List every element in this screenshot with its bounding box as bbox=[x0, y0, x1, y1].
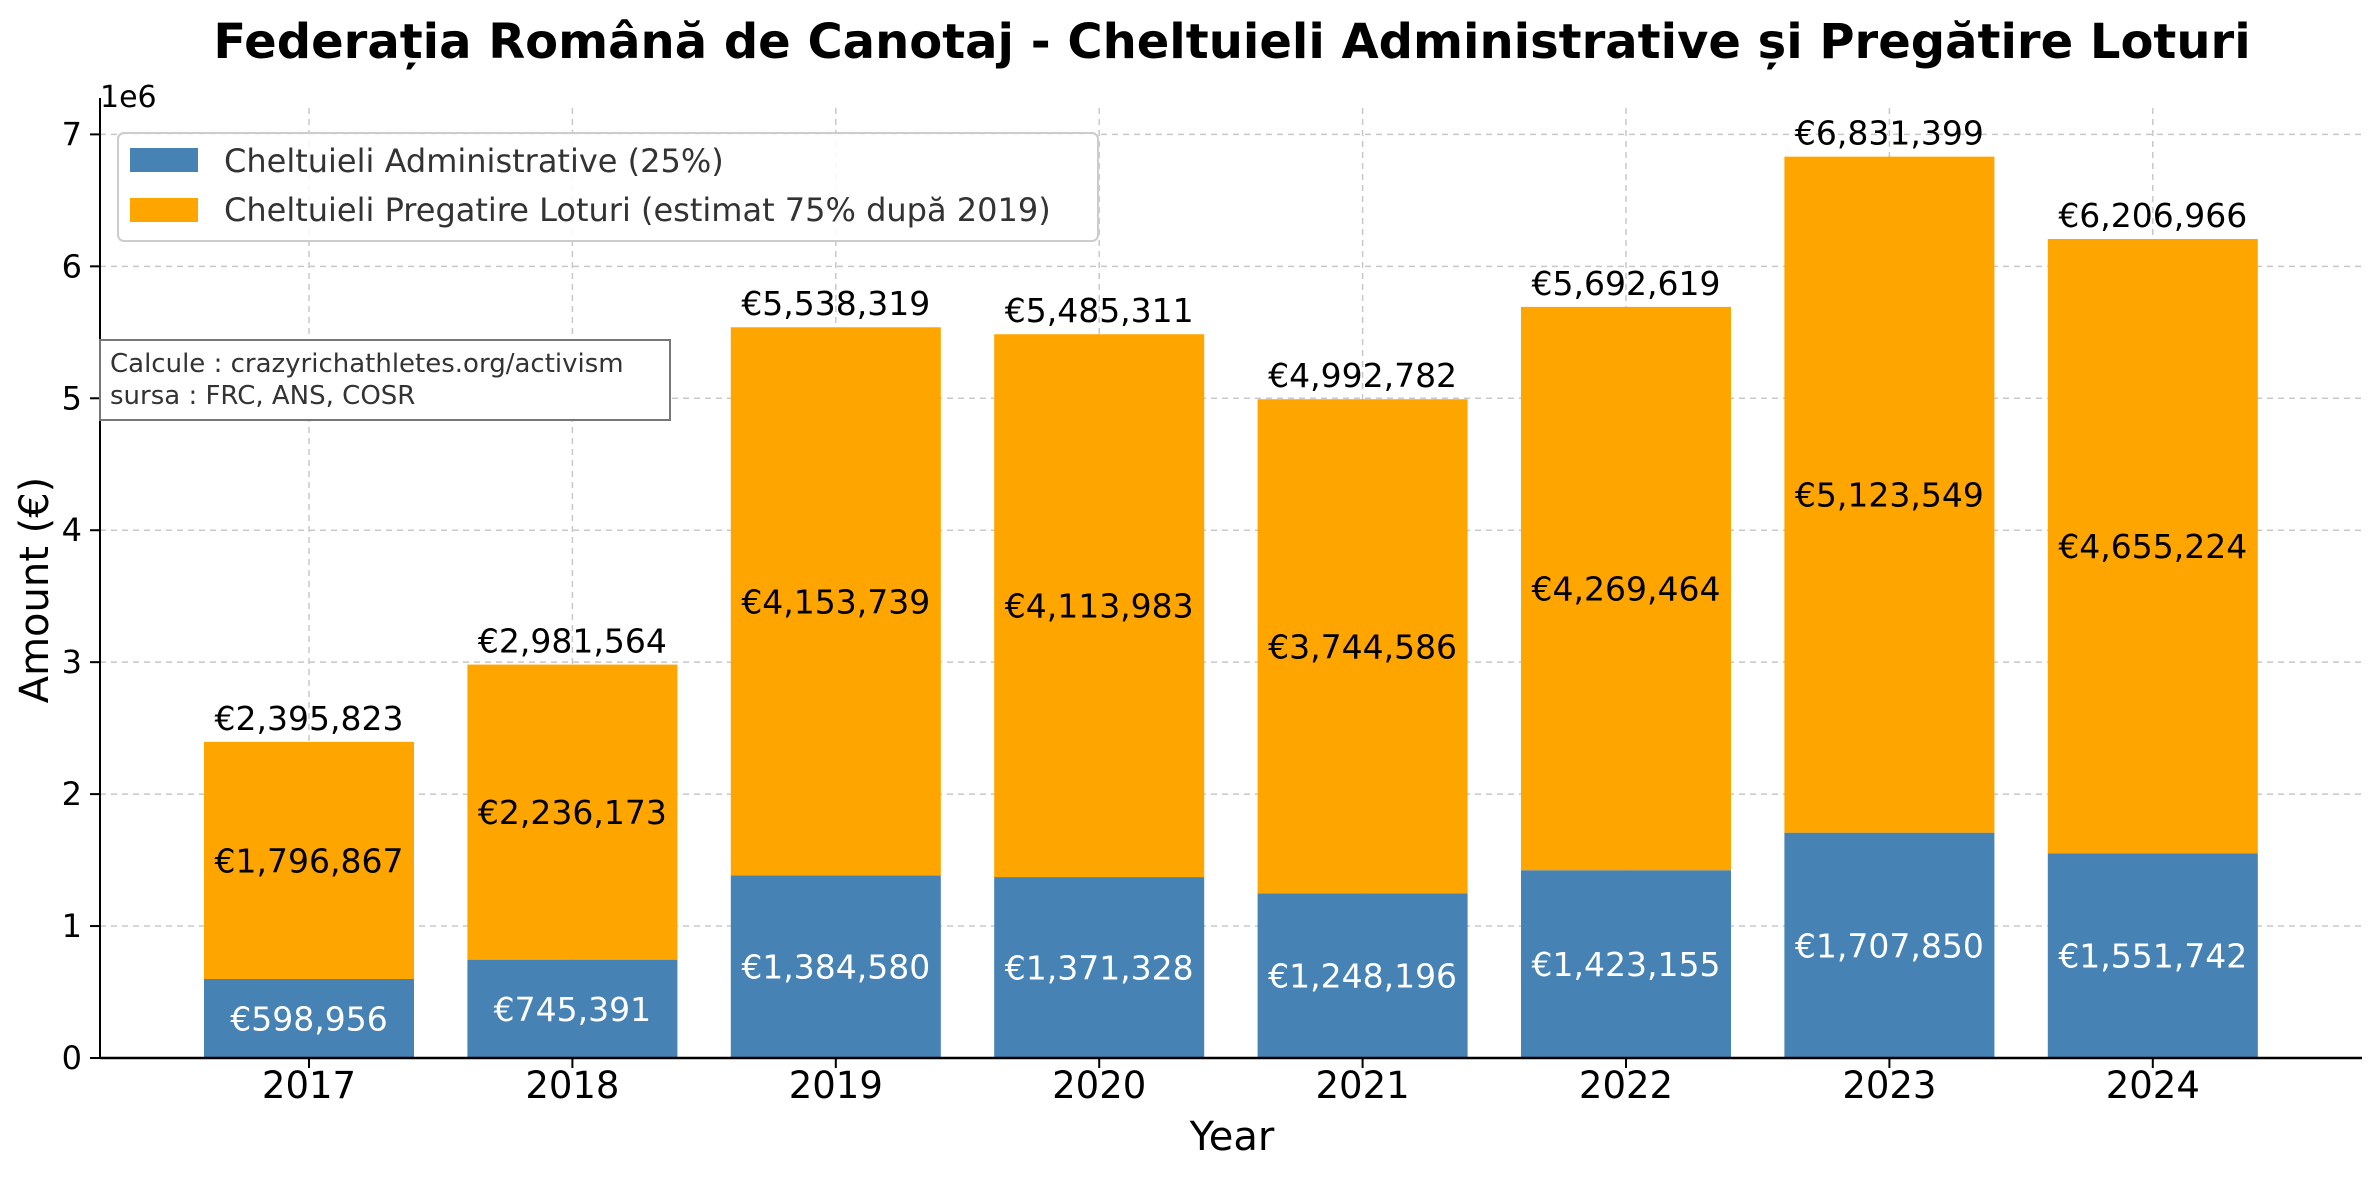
bar-pregatire-loturi bbox=[1257, 399, 1468, 894]
x-tick-label: 2018 bbox=[525, 1064, 619, 1107]
bar-administrative bbox=[204, 978, 414, 1058]
bar-label-administrative: €1,423,155 bbox=[1532, 945, 1721, 984]
bar-label-administrative: €1,248,196 bbox=[1268, 957, 1457, 996]
y-tick-label: 2 bbox=[62, 775, 82, 813]
bar-administrative bbox=[467, 959, 678, 1058]
x-tick-label: 2017 bbox=[262, 1064, 356, 1107]
bar-total-label: €2,981,564 bbox=[478, 622, 667, 661]
x-tick-label: 2019 bbox=[789, 1064, 883, 1107]
legend-label-pregatire: Cheltuieli Pregatire Loturi (estimat 75%… bbox=[224, 191, 1051, 229]
bar-label-pregatire-loturi: €4,113,983 bbox=[1005, 587, 1194, 626]
source-note-line-2: sursa : FRC, ANS, COSR bbox=[110, 381, 415, 411]
bar-administrative bbox=[2047, 853, 2258, 1058]
x-axis-title: Year bbox=[1189, 1114, 1275, 1160]
bar-label-administrative: €1,384,580 bbox=[741, 948, 930, 987]
bar-total-label: €4,992,782 bbox=[1268, 356, 1457, 395]
bar-administrative bbox=[730, 875, 941, 1058]
bar-label-pregatire-loturi: €3,744,586 bbox=[1268, 627, 1457, 666]
y-tick-label: 1 bbox=[62, 907, 82, 945]
bar-pregatire-loturi bbox=[204, 741, 414, 979]
x-tick-label: 2023 bbox=[1842, 1064, 1936, 1107]
y-tick-label: 0 bbox=[62, 1039, 82, 1077]
bar-label-pregatire-loturi: €2,236,173 bbox=[478, 793, 667, 832]
source-note-line-1: Calcule : crazyrichathletes.org/activism bbox=[110, 349, 624, 379]
y-tick-label: 6 bbox=[62, 247, 82, 285]
gridlines bbox=[100, 108, 2362, 1058]
y-tick-label: 7 bbox=[62, 115, 82, 153]
bar-administrative bbox=[1521, 870, 1731, 1058]
bar-label-administrative: €598,956 bbox=[230, 999, 387, 1038]
legend-swatch-admin bbox=[130, 148, 198, 172]
bar-total-label: €5,692,619 bbox=[1532, 264, 1721, 303]
chart-title: Federația Română de Canotaj - Cheltuieli… bbox=[213, 14, 2250, 70]
x-tick-label: 2020 bbox=[1052, 1064, 1146, 1107]
bar-administrative bbox=[1784, 832, 1995, 1058]
legend: Cheltuieli Administrative (25%) Cheltuie… bbox=[117, 132, 1099, 242]
bar-label-pregatire-loturi: €4,655,224 bbox=[2058, 527, 2247, 566]
bar-pregatire-loturi bbox=[994, 334, 1205, 878]
x-tick-label: 2022 bbox=[1579, 1064, 1673, 1107]
legend-label-admin: Cheltuieli Administrative (25%) bbox=[224, 142, 724, 180]
bar-total-label: €2,395,823 bbox=[215, 699, 404, 738]
bar-label-pregatire-loturi: €5,123,549 bbox=[1795, 476, 1984, 515]
bar-administrative bbox=[994, 877, 1205, 1058]
bar-label-administrative: €745,391 bbox=[494, 990, 651, 1029]
source-note-frame bbox=[99, 339, 671, 421]
axes: 0 1 2 3 4 5 6 7 2017 2018 2019 2020 2021 2022 2023 2024 bbox=[62, 98, 2362, 1107]
bar-label-administrative: €1,551,742 bbox=[2058, 937, 2247, 976]
bars: €598,956 €1,796,867 €2,395,823 €745,391 €2,2… bbox=[204, 114, 2258, 1058]
bar-pregatire-loturi bbox=[1521, 306, 1731, 871]
y-axis-title: Amount (€) bbox=[12, 477, 58, 704]
bar-total-label: €6,206,966 bbox=[2058, 196, 2247, 235]
bar-total-label: €5,485,311 bbox=[1005, 291, 1194, 330]
y-tick-label: 5 bbox=[62, 379, 82, 417]
bar-label-pregatire-loturi: €1,796,867 bbox=[215, 841, 404, 880]
bar-pregatire-loturi bbox=[2047, 239, 2258, 854]
bar-label-pregatire-loturi: €4,269,464 bbox=[1532, 570, 1721, 609]
y-tick-label: 4 bbox=[62, 511, 82, 549]
bar-pregatire-loturi bbox=[730, 327, 941, 876]
y-tick-label: 3 bbox=[62, 643, 82, 681]
legend-frame bbox=[117, 132, 1099, 242]
bar-label-administrative: €1,707,850 bbox=[1795, 926, 1984, 965]
bar-pregatire-loturi bbox=[1784, 156, 1995, 833]
bar-pregatire-loturi bbox=[467, 664, 678, 960]
bar-label-pregatire-loturi: €4,153,739 bbox=[741, 582, 930, 621]
bar-total-label: €5,538,319 bbox=[741, 284, 930, 323]
bar-total-label: €6,831,399 bbox=[1795, 114, 1984, 153]
x-tick-label: 2024 bbox=[2106, 1064, 2200, 1107]
legend-swatch-pregatire bbox=[130, 198, 198, 222]
source-note: Calcule : crazyrichathletes.org/activism… bbox=[99, 339, 671, 421]
x-tick-label: 2021 bbox=[1316, 1064, 1410, 1107]
bar-administrative bbox=[1257, 893, 1468, 1058]
y-axis-multiplier: 1e6 bbox=[100, 80, 157, 115]
bar-label-administrative: €1,371,328 bbox=[1005, 949, 1194, 988]
